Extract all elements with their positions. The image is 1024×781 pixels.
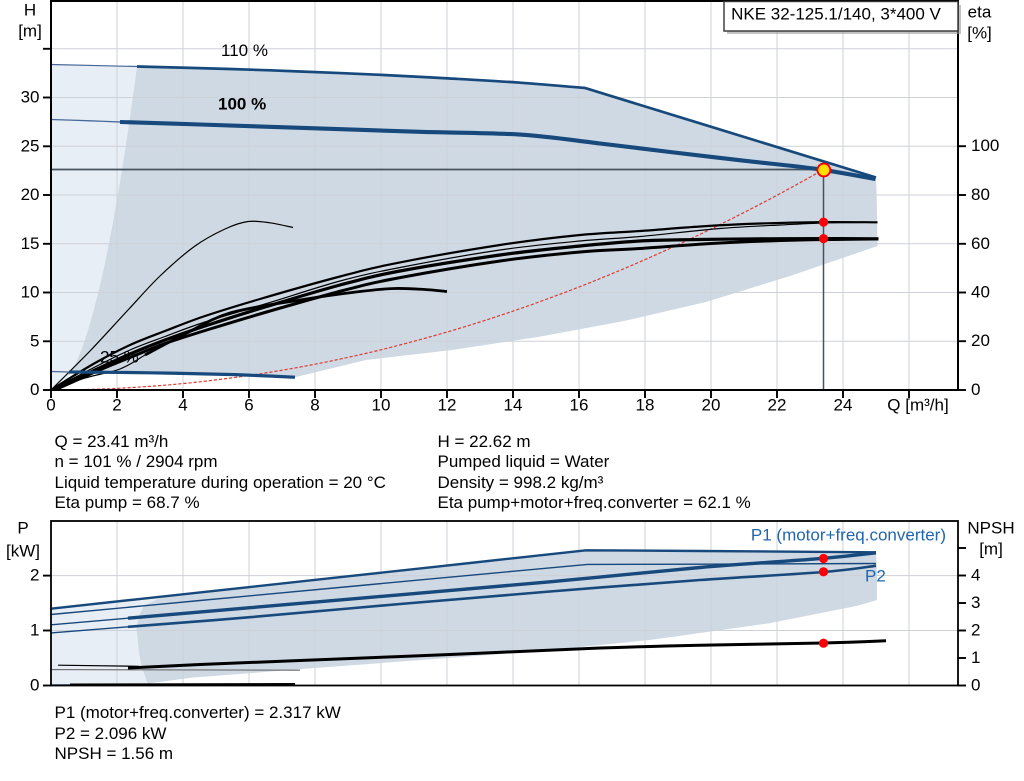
svg-text:15: 15 <box>21 234 40 253</box>
svg-text:0: 0 <box>30 676 39 695</box>
svg-text:30: 30 <box>21 88 40 107</box>
svg-text:Q [m³/h]: Q [m³/h] <box>887 396 948 415</box>
svg-text:14: 14 <box>504 396 523 415</box>
svg-text:100 %: 100 % <box>218 95 266 114</box>
svg-text:3: 3 <box>971 593 980 612</box>
svg-text:10: 10 <box>372 396 391 415</box>
svg-text:5: 5 <box>30 331 39 350</box>
svg-text:P2: P2 <box>865 567 886 586</box>
svg-text:110 %: 110 % <box>221 41 268 60</box>
svg-text:H: H <box>24 1 36 20</box>
svg-text:18: 18 <box>636 396 655 415</box>
svg-text:80: 80 <box>971 185 990 204</box>
svg-text:8: 8 <box>310 396 319 415</box>
svg-text:4: 4 <box>971 566 980 585</box>
svg-text:24: 24 <box>834 396 853 415</box>
svg-text:12: 12 <box>438 396 457 415</box>
svg-text:2: 2 <box>971 621 980 640</box>
svg-text:22: 22 <box>768 396 787 415</box>
svg-text:eta: eta <box>968 3 992 22</box>
svg-text:60: 60 <box>971 234 990 253</box>
svg-text:25: 25 <box>21 136 40 155</box>
svg-text:0: 0 <box>971 380 980 399</box>
svg-text:NPSH: NPSH <box>967 519 1014 538</box>
svg-text:10: 10 <box>21 283 40 302</box>
svg-text:0: 0 <box>971 676 980 695</box>
svg-text:100: 100 <box>971 136 999 155</box>
svg-text:P1 (motor+freq.converter): P1 (motor+freq.converter) <box>751 526 946 545</box>
svg-text:20: 20 <box>702 396 721 415</box>
svg-text:[m]: [m] <box>18 22 42 41</box>
svg-text:P: P <box>17 519 28 538</box>
svg-text:1: 1 <box>971 648 980 667</box>
svg-text:20: 20 <box>21 185 40 204</box>
svg-text:[%]: [%] <box>967 24 992 43</box>
svg-text:2: 2 <box>112 396 121 415</box>
svg-text:6: 6 <box>244 396 253 415</box>
svg-text:16: 16 <box>570 396 589 415</box>
svg-text:NKE 32-125.1/140, 3*400 V: NKE 32-125.1/140, 3*400 V <box>731 5 941 24</box>
svg-text:25 %: 25 % <box>100 348 139 367</box>
svg-text:[m]: [m] <box>979 540 1003 559</box>
svg-text:0: 0 <box>46 396 55 415</box>
svg-text:[kW]: [kW] <box>6 542 40 561</box>
svg-text:2: 2 <box>30 566 39 585</box>
svg-text:20: 20 <box>971 331 990 350</box>
svg-text:4: 4 <box>178 396 187 415</box>
svg-text:1: 1 <box>30 621 39 640</box>
svg-text:40: 40 <box>971 283 990 302</box>
svg-text:0: 0 <box>30 380 39 399</box>
